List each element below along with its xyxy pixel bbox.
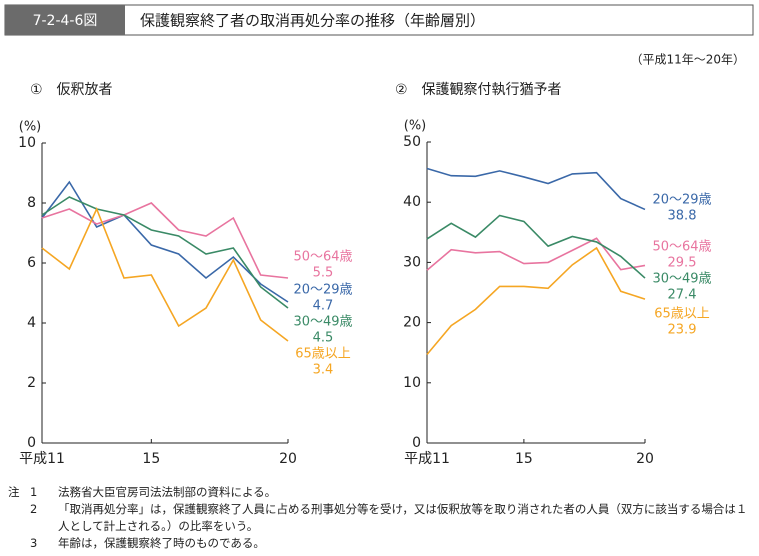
- x-tick-label: 20: [279, 451, 297, 467]
- data-label: 23.9: [668, 323, 697, 338]
- data-label: 4.7: [313, 299, 334, 314]
- note: 3 年齢は，保護観察終了時のものである。: [8, 535, 753, 552]
- data-label: 27.4: [668, 288, 697, 303]
- legend-label: 20～29歳: [652, 193, 711, 208]
- chart-subtitle: ② 保護観察付執行猶予者: [395, 82, 562, 98]
- legend-label: 30～49歳: [652, 272, 711, 287]
- data-label: 29.5: [668, 256, 697, 271]
- x-tick-label: 20: [636, 451, 654, 467]
- y-tick-label: 10: [403, 375, 421, 391]
- x-tick-label: 平成11: [19, 451, 65, 467]
- series-line: [426, 246, 646, 356]
- series-line: [426, 237, 646, 271]
- y-axis-label: (%): [19, 120, 42, 135]
- y-axis-label: (%): [404, 119, 427, 134]
- period: （平成11年～20年）: [630, 53, 745, 67]
- note-label: 注: [8, 485, 20, 499]
- chart-subtitle: ① 仮釈放者: [30, 82, 113, 98]
- x-tick-label: 平成11: [404, 451, 450, 467]
- figure-number: 7-2-4-6図: [33, 13, 98, 29]
- legend-label: 50～64歳: [652, 240, 711, 255]
- series-line: [426, 214, 646, 279]
- series-line: [41, 180, 289, 303]
- chart: 7-2-4-6図 保護観察終了者の取消再処分率の推移（年齢層別） （平成11年～…: [4, 4, 754, 467]
- y-tick-label: 40: [403, 194, 421, 210]
- header-label-box: [5, 5, 125, 35]
- note: 2 「取消再処分率」は，保護観察終了人員に占める刑事処分等を受け，又は仮釈放等を取…: [8, 501, 753, 535]
- header-box: [4, 4, 754, 36]
- x-tick-label: 15: [515, 451, 533, 467]
- y-tick-label: 0: [412, 435, 421, 451]
- series-line: [41, 202, 289, 279]
- legend-label: 65歳以上: [295, 347, 351, 362]
- note-number: 3: [30, 536, 38, 550]
- y-tick-label: 8: [27, 195, 36, 211]
- note-text: 「取消再処分率」は，保護観察終了人員に占める刑事処分等を受け，又は仮釈放等を取り…: [58, 502, 748, 533]
- legend-label: 65歳以上: [654, 307, 710, 322]
- note-number: 2: [30, 502, 38, 516]
- y-tick-label: 0: [27, 435, 36, 451]
- data-label: 4.5: [313, 331, 334, 346]
- y-tick-label: 20: [403, 315, 421, 331]
- note-number: 1: [30, 485, 38, 499]
- x-tick-label: 15: [142, 451, 160, 467]
- data-label: 38.8: [668, 209, 697, 224]
- series-line: [41, 196, 289, 309]
- legend-label: 50～64歳: [293, 250, 352, 265]
- series-line: [41, 206, 289, 342]
- data-label: 5.5: [313, 266, 334, 281]
- data-label: 3.4: [313, 363, 334, 378]
- note-text: 年齢は，保護観察終了時のものである。: [58, 536, 265, 550]
- y-tick-label: 10: [18, 135, 36, 151]
- series-line: [426, 167, 646, 211]
- note: 注 1 法務省大臣官房司法法制部の資料による。: [8, 484, 753, 501]
- y-tick-label: 4: [27, 315, 36, 331]
- legend-label: 30～49歳: [293, 315, 352, 330]
- y-tick-label: 6: [27, 255, 36, 271]
- notes: 注 1 法務省大臣官房司法法制部の資料による。 2 「取消再処分率」は，保護観察終了人…: [8, 484, 753, 552]
- note-text: 法務省大臣官房司法法制部の資料による。: [58, 485, 277, 499]
- legend-label: 20～29歳: [293, 283, 352, 298]
- figure-title: 保護観察終了者の取消再処分率の推移（年齢層別）: [140, 12, 485, 30]
- y-tick-label: 50: [403, 134, 421, 150]
- y-tick-label: 2: [27, 375, 36, 391]
- y-tick-label: 30: [403, 254, 421, 270]
